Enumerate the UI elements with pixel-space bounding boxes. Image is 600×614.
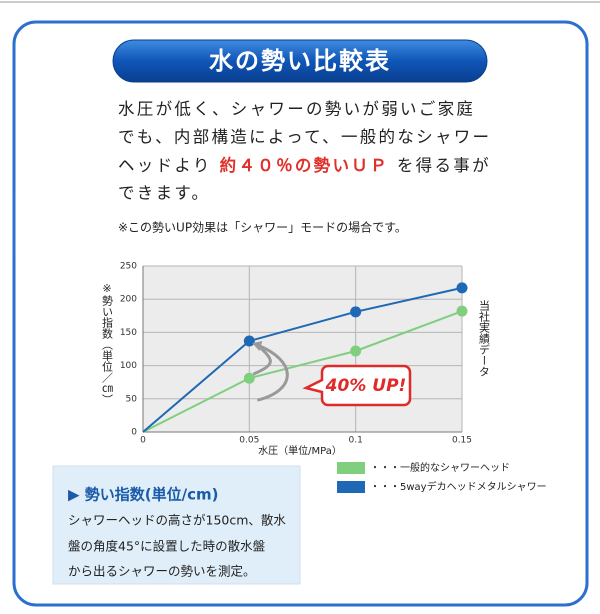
- y-tick-label: 50: [126, 394, 138, 404]
- x-tick-label: 0: [140, 436, 146, 446]
- legend-swatch: [337, 462, 365, 474]
- info-box: [52, 465, 301, 585]
- callout: [302, 364, 412, 407]
- arrow: [256, 343, 289, 402]
- data-point: [456, 305, 468, 317]
- arrow-head: [252, 341, 263, 352]
- y-tick-label: 250: [120, 262, 137, 272]
- data-point: [456, 282, 468, 294]
- x-axis-label: 水圧（単位/MPa）: [258, 444, 342, 457]
- data-point: [243, 372, 255, 384]
- y-tick-label: 150: [120, 328, 137, 338]
- data-point: [350, 345, 362, 357]
- data-point: [243, 335, 255, 347]
- info-line: シャワーヘッドの高さが150cm、散水: [68, 513, 286, 528]
- legend-swatch: [337, 481, 365, 493]
- y-tick-label: 200: [120, 295, 137, 305]
- side-note: 当社実績データ: [478, 299, 491, 377]
- info-heading: ▶ 勢い指数(単位/cm): [68, 486, 218, 504]
- x-tick-label: 0.1: [349, 436, 363, 446]
- data-point: [350, 306, 362, 318]
- legend-label: ・・・5wayデカヘッドメタルシャワー: [370, 480, 547, 493]
- intro-text: ヘッドより: [118, 156, 212, 175]
- series-line: [142, 310, 463, 433]
- legend-label: ・・・一般的なシャワーヘッド: [370, 461, 510, 474]
- arrow: [252, 343, 272, 376]
- y-tick-label: 100: [120, 361, 137, 371]
- intro-text: を得る事が: [397, 156, 491, 175]
- title: 水の勢い比較表: [209, 47, 391, 75]
- intro-highlight: 約４０％の勢いＵＰ: [220, 155, 389, 175]
- callout-text: 40% UP!: [325, 376, 407, 396]
- title-pill: [112, 39, 488, 83]
- intro-line: でも、内部構造によって、一般的なシャワー: [118, 128, 491, 147]
- info-line: 盤の角度45°に設置した時の散水盤: [68, 539, 266, 554]
- intro-line: 水圧が低く、シャワーの勢いが弱いご家庭: [118, 100, 475, 119]
- intro-line: できます。: [118, 184, 210, 203]
- x-tick-label: 0.05: [239, 436, 259, 446]
- x-tick-label: 0.15: [452, 436, 472, 446]
- info-line: から出るシャワーの勢いを測定。: [68, 564, 256, 579]
- y-axis-label: ※勢い指数（単位／㎝）: [101, 282, 114, 405]
- intro-line: ヘッドより 約４０％の勢いＵＰ を得る事が: [118, 155, 491, 175]
- y-tick-label: 0: [131, 428, 137, 438]
- note: ※この勢いUP効果は「シャワー」モードの場合です。: [118, 220, 407, 235]
- chart: 0 50 100 150 200 250 0 0.05 0.1 0.15 水圧（単位/MPa） ※勢い…: [101, 262, 547, 493]
- series-line: [142, 286, 463, 433]
